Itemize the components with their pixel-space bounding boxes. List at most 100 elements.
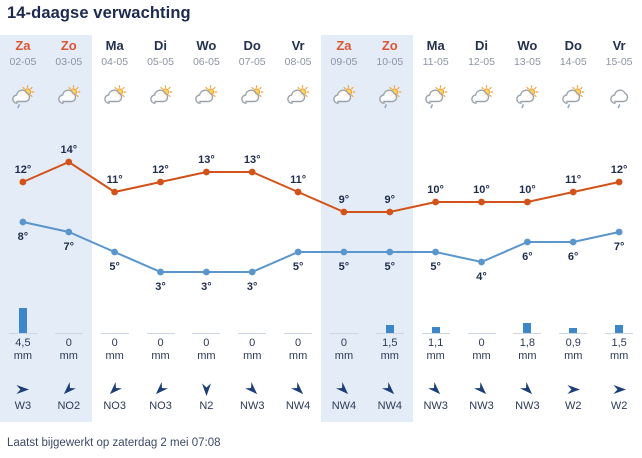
wind-direction-arrow-icon bbox=[244, 382, 257, 395]
high-temp-label: 11° bbox=[107, 174, 123, 186]
precip-value: 0 bbox=[157, 337, 164, 349]
high-temp-point bbox=[386, 208, 394, 216]
wind-cell: W3 bbox=[0, 382, 46, 412]
precip-bar bbox=[431, 327, 440, 333]
day-date: 02-05 bbox=[9, 56, 37, 68]
precip-value: 1,5 bbox=[611, 337, 627, 349]
wind-cell: NW4 bbox=[367, 382, 413, 412]
precip-unit: mm bbox=[288, 350, 308, 362]
low-temp-label: 4° bbox=[476, 271, 487, 283]
precip-unit: mm bbox=[59, 350, 78, 362]
sun-cloud-rain-icon bbox=[378, 85, 402, 109]
precip-bar bbox=[569, 328, 578, 333]
wind-cell: NW3 bbox=[413, 382, 459, 412]
sun-cloud-rain-icon bbox=[424, 85, 448, 109]
precip-bar-box bbox=[512, 302, 542, 334]
precip-baseline bbox=[238, 333, 267, 334]
wind-cell: NO2 bbox=[46, 382, 92, 412]
precip-bar-box bbox=[604, 302, 634, 334]
precip-bar bbox=[615, 325, 624, 333]
low-temp-label: 8° bbox=[18, 231, 29, 243]
day-date: 06-05 bbox=[192, 56, 220, 68]
precip-cell: 1,5 mm bbox=[596, 302, 642, 362]
day-column-header-14-05[interactable]: Do 14-05 bbox=[550, 38, 596, 68]
day-column-header-04-05[interactable]: Ma 04-05 bbox=[92, 38, 138, 68]
low-temp-label: 5° bbox=[430, 261, 441, 273]
day-column-header-13-05[interactable]: Wo 13-05 bbox=[504, 38, 550, 68]
high-temp-point bbox=[111, 188, 118, 196]
high-temp-label: 10° bbox=[519, 184, 536, 196]
precip-value: 1,5 bbox=[382, 337, 398, 349]
high-temp-point bbox=[157, 178, 164, 186]
precip-value: 4,5 bbox=[15, 337, 31, 349]
day-column-header-03-05[interactable]: Zo 03-05 bbox=[46, 38, 92, 68]
day-name: Do bbox=[243, 38, 261, 53]
day-column-header-09-05[interactable]: Za 09-05 bbox=[321, 38, 367, 68]
day-column-header-02-05[interactable]: Za 02-05 bbox=[0, 38, 46, 68]
day-name: Wo bbox=[517, 38, 538, 53]
wind-cell: W2 bbox=[596, 382, 642, 412]
wind-cell: NO3 bbox=[92, 382, 138, 412]
wind-direction-arrow-icon bbox=[519, 382, 533, 395]
precip-unit: mm bbox=[609, 350, 629, 362]
precip-bar-box bbox=[558, 302, 588, 334]
low-temp-point bbox=[340, 248, 348, 256]
wind-label: NW3 bbox=[515, 400, 540, 412]
low-temp-label: 7° bbox=[64, 241, 75, 253]
day-name: Do bbox=[564, 38, 582, 53]
weather-icon-cell bbox=[413, 84, 459, 110]
precip-baseline bbox=[375, 333, 404, 334]
precip-unit: mm bbox=[564, 350, 583, 362]
low-temp-point bbox=[248, 268, 256, 276]
weather-icon-cell bbox=[183, 84, 229, 110]
wind-direction-arrow-icon bbox=[382, 382, 395, 395]
high-temp-point bbox=[294, 188, 302, 196]
wind-cell: NW3 bbox=[229, 382, 275, 412]
precip-bar-box bbox=[421, 302, 451, 334]
precip-unit: mm bbox=[472, 350, 491, 362]
high-temp-label: 9° bbox=[385, 194, 396, 206]
day-column-header-12-05[interactable]: Di 12-05 bbox=[459, 38, 505, 68]
precip-value: 1,8 bbox=[519, 337, 536, 349]
precip-unit: mm bbox=[243, 350, 262, 362]
day-name: Za bbox=[336, 38, 352, 53]
precip-unit: mm bbox=[334, 350, 354, 362]
day-column-header-15-05[interactable]: Vr 15-05 bbox=[596, 38, 642, 68]
precip-cell: 0 mm bbox=[275, 302, 321, 362]
temperature-chart: 12° 14° 11° 12° 13° 13° 11° 9° 9° 10° 10° 10° 11° 12°… bbox=[15, 144, 628, 293]
precip-unit: mm bbox=[518, 350, 537, 362]
day-column-header-08-05[interactable]: Vr 08-05 bbox=[275, 38, 321, 68]
day-column-header-10-05[interactable]: Zo 10-05 bbox=[367, 38, 413, 68]
precip-value: 0 bbox=[203, 337, 210, 349]
day-date: 11-05 bbox=[422, 56, 449, 68]
wind-label: NW3 bbox=[469, 400, 494, 412]
sun-cloud-icon bbox=[149, 85, 172, 104]
weather-icon-cell bbox=[138, 84, 184, 110]
day-date: 13-05 bbox=[513, 56, 541, 68]
precip-unit: mm bbox=[105, 350, 124, 362]
weather-icon-cell bbox=[367, 84, 413, 110]
precip-cell: 0,9 mm bbox=[550, 302, 596, 362]
high-temp-line bbox=[22, 160, 620, 213]
precip-baseline bbox=[54, 333, 83, 334]
day-column-header-11-05[interactable]: Ma 11-05 bbox=[413, 38, 459, 68]
wind-label: NW3 bbox=[240, 400, 265, 412]
weather-icon-cell bbox=[92, 84, 138, 110]
sun-cloud-icon bbox=[195, 85, 218, 104]
precip-value: 1,1 bbox=[428, 337, 444, 349]
low-temp-label: 6° bbox=[522, 251, 533, 263]
wind-direction-arrow-icon bbox=[613, 385, 626, 394]
high-temp-point bbox=[340, 208, 348, 216]
precip-baseline bbox=[421, 333, 450, 334]
sun-cloud-icon bbox=[333, 85, 356, 104]
day-column-header-06-05[interactable]: Wo 06-05 bbox=[183, 38, 229, 68]
precip-bar-box bbox=[283, 302, 313, 334]
high-temp-label: 11° bbox=[290, 174, 306, 186]
day-column-header-07-05[interactable]: Do 07-05 bbox=[229, 38, 275, 68]
high-temp-label: 12° bbox=[611, 164, 628, 176]
wind-cell: N2 bbox=[183, 382, 229, 412]
day-column-header-05-05[interactable]: Di 05-05 bbox=[138, 38, 184, 68]
high-temp-label: 12° bbox=[15, 164, 32, 176]
day-name: Di bbox=[475, 38, 489, 53]
precip-bar-box bbox=[375, 302, 405, 334]
